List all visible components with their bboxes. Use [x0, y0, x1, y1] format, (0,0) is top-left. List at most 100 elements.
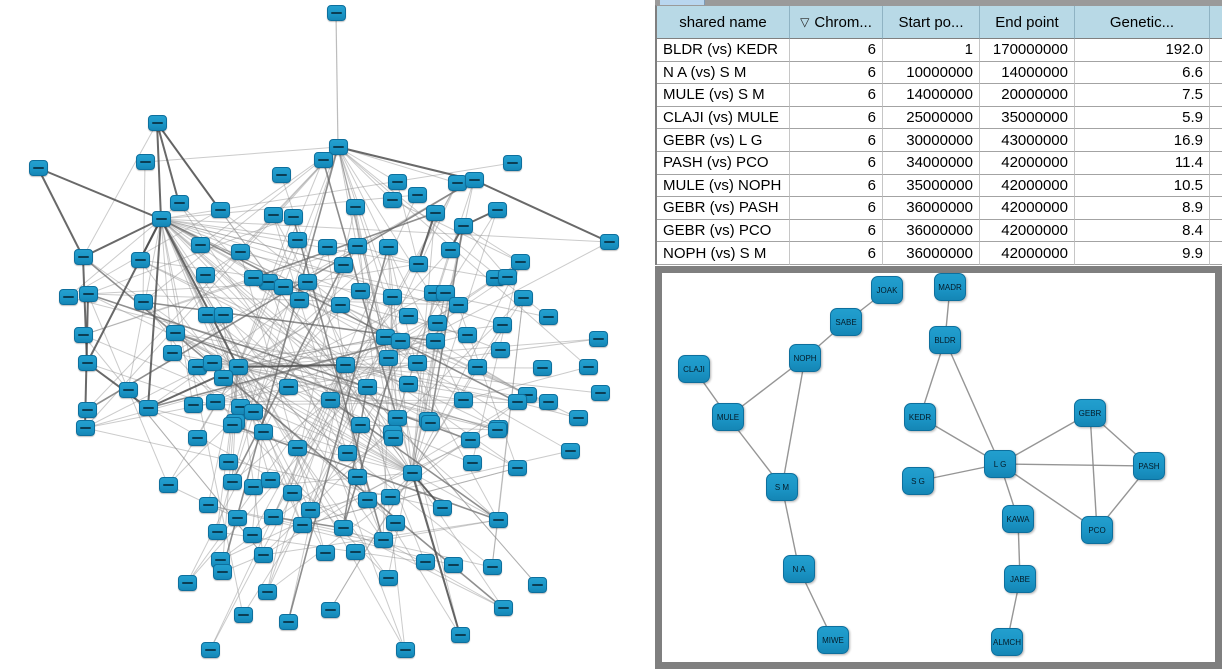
network-node[interactable]: [198, 497, 218, 513]
network-node[interactable]: [497, 269, 517, 285]
network-node[interactable]: [443, 557, 463, 573]
network-node[interactable]: [502, 155, 522, 171]
network-node[interactable]: [407, 355, 427, 371]
network-node[interactable]: [253, 424, 273, 440]
network-node[interactable]: [345, 544, 365, 560]
network-node[interactable]: [243, 479, 263, 495]
network-node[interactable]: [213, 307, 233, 323]
network-node[interactable]: [330, 297, 350, 313]
network-node[interactable]: [278, 379, 298, 395]
filter-icon[interactable]: ▽: [800, 15, 810, 29]
network-node[interactable]: [378, 570, 398, 586]
network-node[interactable]: [222, 417, 242, 433]
network-node[interactable]: [210, 202, 230, 218]
network-node[interactable]: [320, 602, 340, 618]
network-node[interactable]: [133, 294, 153, 310]
network-node[interactable]: [507, 394, 527, 410]
table-row[interactable]: N A (vs) S M 6 10000000 14000000 6.6: [657, 61, 1222, 85]
network-node[interactable]: [453, 218, 473, 234]
table-row[interactable]: CLAJI (vs) MULE 6 25000000 35000000 5.9: [657, 106, 1222, 130]
network-node[interactable]: [568, 410, 588, 426]
network-node[interactable]: [287, 440, 307, 456]
column-header-shared name[interactable]: shared name: [657, 6, 790, 39]
network-node-PASH[interactable]: PASH: [1133, 452, 1165, 480]
network-node[interactable]: [202, 355, 222, 371]
network-node-JABE[interactable]: JABE: [1004, 565, 1036, 593]
network-node[interactable]: [357, 492, 377, 508]
network-node[interactable]: [347, 469, 367, 485]
network-node[interactable]: [357, 379, 377, 395]
network-node[interactable]: [169, 195, 189, 211]
network-node[interactable]: [464, 172, 484, 188]
network-node[interactable]: [243, 404, 263, 420]
network-node[interactable]: [373, 532, 393, 548]
network-node-LG[interactable]: L G: [984, 450, 1016, 478]
network-node[interactable]: [538, 309, 558, 325]
network-node[interactable]: [408, 256, 428, 272]
network-node[interactable]: [212, 564, 232, 580]
network-node[interactable]: [200, 642, 220, 658]
network-node[interactable]: [273, 279, 293, 295]
network-node[interactable]: [350, 283, 370, 299]
network-node[interactable]: [263, 207, 283, 223]
network-node[interactable]: [527, 577, 547, 593]
network-node[interactable]: [460, 432, 480, 448]
network-node-KEDR[interactable]: KEDR: [904, 403, 936, 431]
network-node[interactable]: [350, 417, 370, 433]
network-node[interactable]: [492, 317, 512, 333]
network-node[interactable]: [599, 234, 619, 250]
network-node[interactable]: [162, 345, 182, 361]
network-node-SABE[interactable]: SABE: [830, 308, 862, 336]
network-node[interactable]: [315, 545, 335, 561]
network-node[interactable]: [453, 392, 473, 408]
network-node-KAWA[interactable]: KAWA: [1002, 505, 1034, 533]
network-node[interactable]: [578, 359, 598, 375]
network-node-GEBR[interactable]: GEBR: [1074, 399, 1106, 427]
network-node-BLDR[interactable]: BLDR: [929, 326, 961, 354]
network-node[interactable]: [257, 584, 277, 600]
network-node[interactable]: [147, 115, 167, 131]
table-row[interactable]: NOPH (vs) S M 6 36000000 42000000 9.9: [657, 242, 1222, 265]
column-header-Start po...[interactable]: Start po...: [883, 6, 980, 39]
network-node[interactable]: [177, 575, 197, 591]
network-node[interactable]: [297, 274, 317, 290]
network-node[interactable]: [75, 420, 95, 436]
network-node[interactable]: [158, 477, 178, 493]
network-node[interactable]: [263, 509, 283, 525]
network-node[interactable]: [58, 289, 78, 305]
network-node-ALMCH[interactable]: ALMCH: [991, 628, 1023, 656]
network-node[interactable]: [190, 237, 210, 253]
network-node[interactable]: [230, 244, 250, 260]
network-node[interactable]: [228, 359, 248, 375]
network-node[interactable]: [278, 614, 298, 630]
network-node[interactable]: [118, 382, 138, 398]
network-node[interactable]: [151, 211, 171, 227]
network-node[interactable]: [205, 394, 225, 410]
network-node[interactable]: [487, 422, 507, 438]
network-node[interactable]: [335, 357, 355, 373]
network-node[interactable]: [490, 342, 510, 358]
network-node[interactable]: [510, 254, 530, 270]
network-node[interactable]: [213, 370, 233, 386]
network-node[interactable]: [462, 455, 482, 471]
network-node[interactable]: [513, 290, 533, 306]
table-row[interactable]: GEBR (vs) L G 6 30000000 43000000 16.9: [657, 129, 1222, 152]
network-node[interactable]: [73, 249, 93, 265]
network-node[interactable]: [538, 394, 558, 410]
network-node[interactable]: [345, 199, 365, 215]
network-node[interactable]: [207, 524, 227, 540]
network-node[interactable]: [390, 333, 410, 349]
network-node-MULE[interactable]: MULE: [712, 403, 744, 431]
network-node[interactable]: [135, 154, 155, 170]
network-node[interactable]: [387, 410, 407, 426]
network-node[interactable]: [242, 527, 262, 543]
network-node[interactable]: [402, 465, 422, 481]
table-row[interactable]: PASH (vs) PCO 6 34000000 42000000 11.4: [657, 151, 1222, 175]
network-node[interactable]: [457, 327, 477, 343]
network-node[interactable]: [328, 139, 348, 155]
network-node[interactable]: [398, 308, 418, 324]
network-node[interactable]: [427, 315, 447, 331]
table-row[interactable]: BLDR (vs) KEDR 6 1 170000000 192.0: [657, 39, 1222, 62]
network-node[interactable]: [130, 252, 150, 268]
network-node-PCO[interactable]: PCO: [1081, 516, 1113, 544]
